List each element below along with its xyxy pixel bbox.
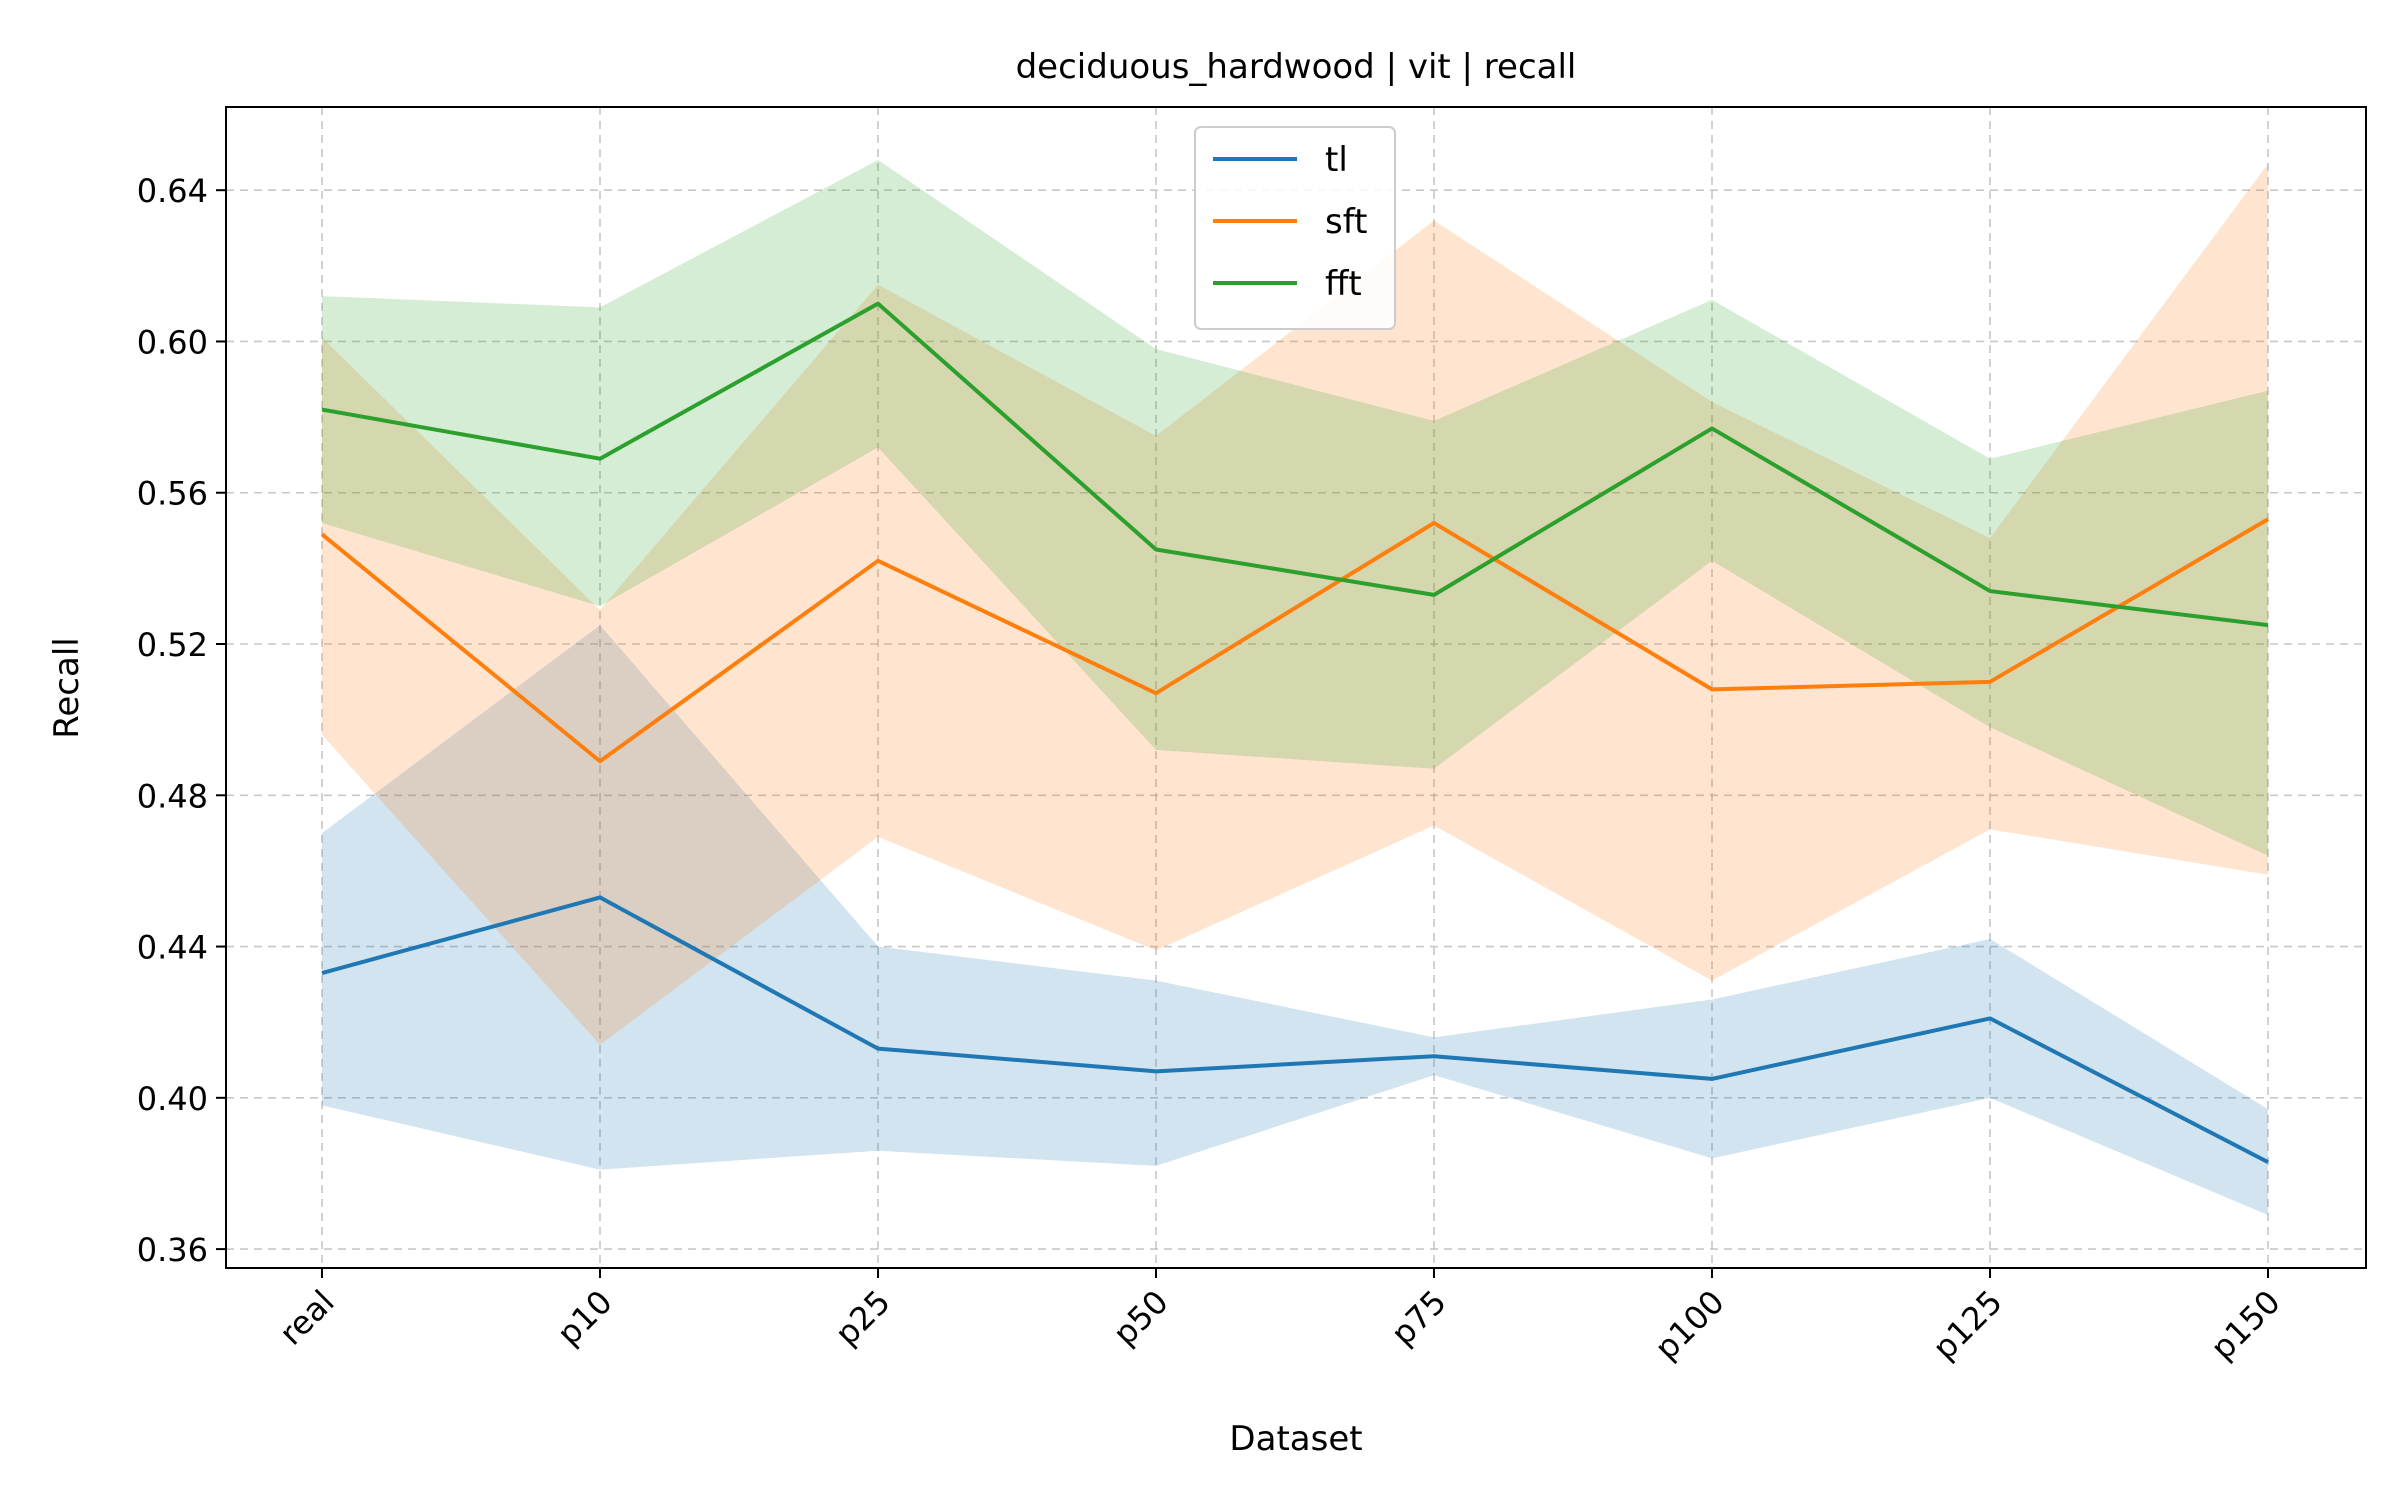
x-axis-label: Dataset: [1229, 1419, 1362, 1459]
band-tl: [322, 625, 2268, 1216]
y-tick-label: 0.40: [137, 1080, 208, 1118]
y-axis-ticks: 0.36 0.40 0.44 0.48 0.52 0.56 0.60 0.64: [137, 172, 226, 1269]
legend-label-fft: fft: [1325, 264, 1362, 304]
chart-title: deciduous_hardwood | vit | recall: [1016, 47, 1577, 87]
line-sft: [320, 517, 2270, 764]
y-tick-label: 0.60: [137, 323, 208, 361]
y-tick-label: 0.44: [137, 929, 208, 967]
series-lines: [320, 301, 2270, 1164]
legend: tl sft fft: [1194, 126, 1396, 330]
y-axis-label: Recall: [47, 637, 87, 738]
y-tick-label: 0.52: [137, 626, 208, 664]
y-tick-label: 0.64: [137, 172, 208, 210]
band-sft: [322, 163, 2268, 1045]
y-tick-label: 0.48: [137, 777, 208, 815]
y-tick-label: 0.36: [137, 1231, 208, 1269]
legend-box: [1194, 126, 1396, 330]
grid: [226, 107, 2366, 1268]
band-fft: [322, 159, 2268, 856]
legend-label-tl: tl: [1325, 140, 1348, 180]
plot-area-frame: [225, 106, 2367, 1269]
line-tl: [321, 895, 2269, 1164]
line-fft: [321, 301, 2269, 628]
legend-label-sft: sft: [1325, 202, 1367, 242]
y-tick-label: 0.56: [137, 475, 208, 513]
confidence-bands: [322, 159, 2268, 1216]
